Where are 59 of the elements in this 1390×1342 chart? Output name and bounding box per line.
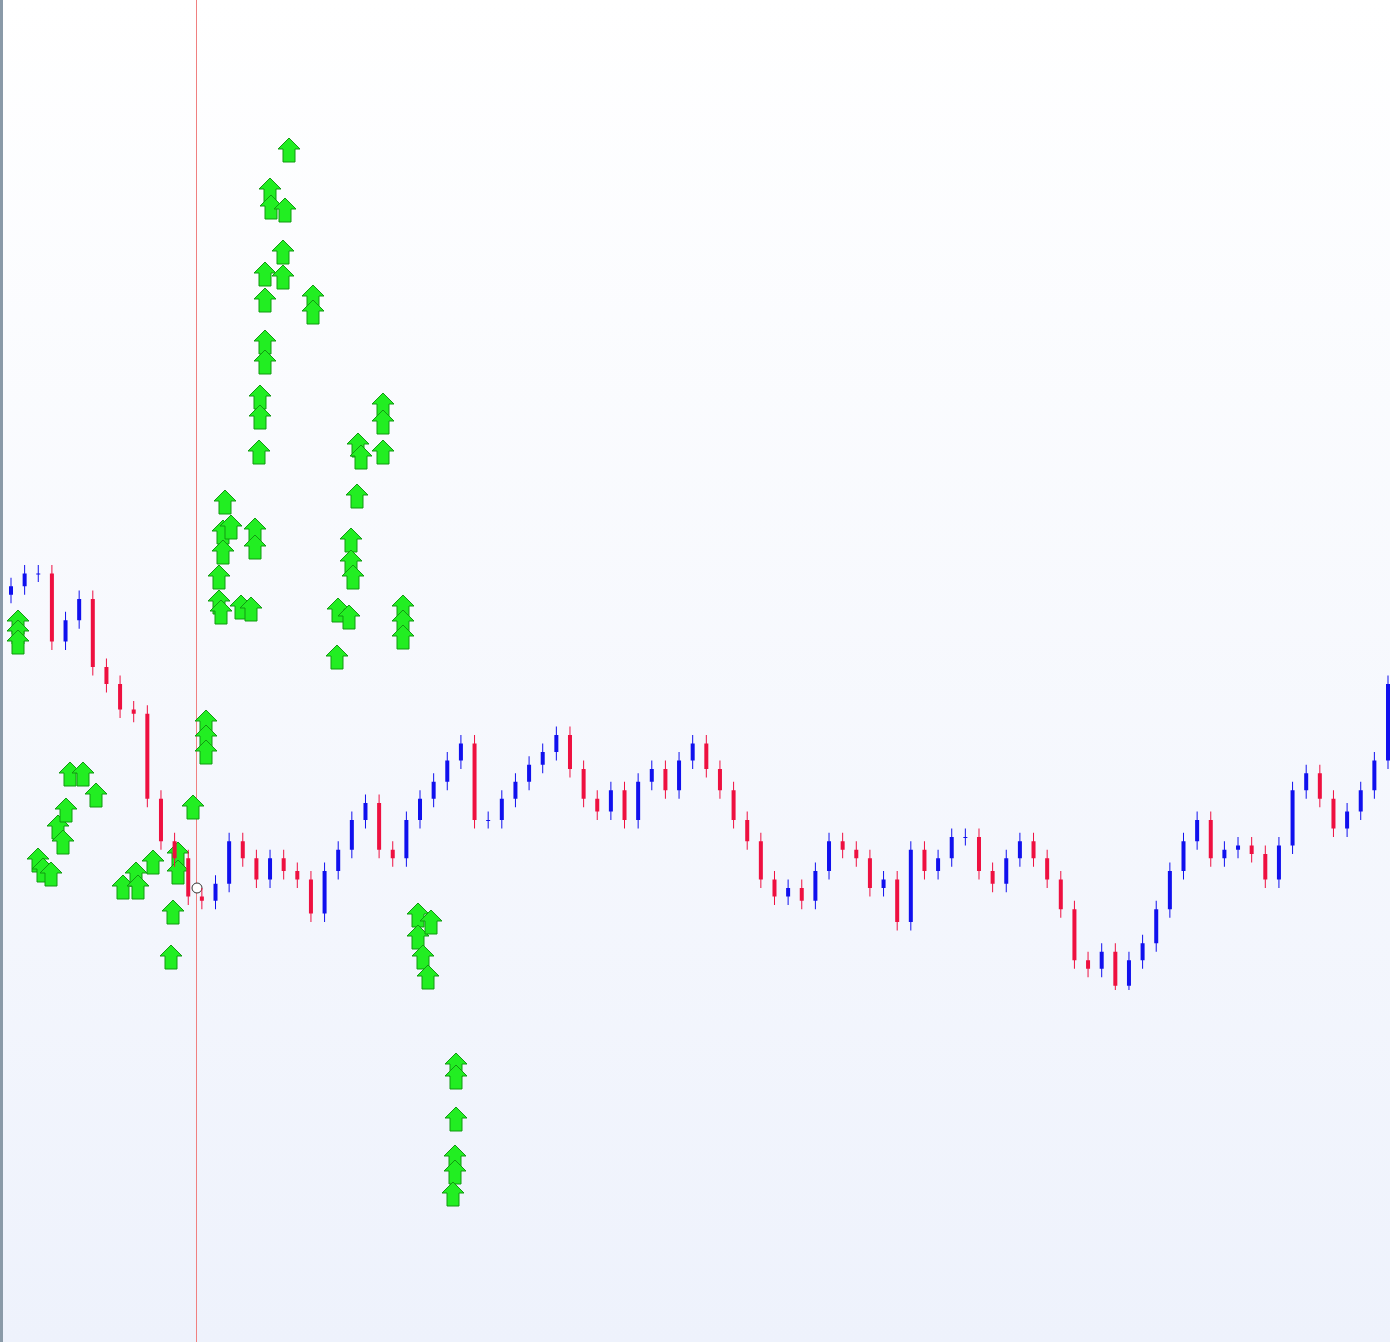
candlestick [77, 590, 82, 630]
candlestick [1045, 849, 1050, 889]
candlestick [949, 828, 954, 868]
candlestick [172, 832, 177, 868]
candlestick [199, 887, 204, 910]
candlestick [499, 789, 504, 829]
candlestick [936, 849, 941, 880]
candlestick [36, 564, 41, 583]
candlestick [390, 840, 395, 868]
candlestick [1249, 836, 1254, 863]
candlestick [690, 734, 695, 770]
candlestick [418, 789, 423, 829]
candlestick [1140, 934, 1145, 970]
candlestick [63, 611, 68, 651]
candlestick [213, 874, 218, 910]
candlestick [1099, 942, 1104, 978]
candlestick [1222, 840, 1227, 868]
candlestick [1236, 836, 1241, 859]
candlestick [608, 781, 613, 821]
candlestick [1345, 802, 1350, 838]
candlestick [649, 760, 654, 791]
candlestick [254, 849, 259, 889]
candlestick [772, 870, 777, 906]
candlestick [9, 577, 13, 604]
candlestick [1195, 811, 1200, 851]
candlestick [104, 658, 109, 693]
candlestick [445, 751, 450, 791]
candlestick [431, 772, 436, 808]
candlestick [1304, 764, 1309, 800]
candlestick [963, 828, 968, 846]
candlestick [1358, 781, 1363, 821]
candlestick [663, 760, 668, 800]
candlestick [1017, 832, 1022, 868]
candlestick [295, 862, 300, 889]
candlestick [840, 832, 845, 859]
candlestick [595, 789, 600, 821]
candlestick [22, 564, 27, 596]
candlestick [1031, 832, 1036, 868]
candlestick [363, 794, 368, 829]
candlestick [131, 700, 136, 723]
candlestick [281, 849, 286, 880]
candlestick [1086, 951, 1091, 978]
candlestick [268, 849, 273, 889]
candlestick [527, 755, 532, 791]
candlestick [854, 840, 859, 868]
candlestick [786, 879, 791, 906]
candlestick [745, 811, 750, 851]
candlestick [336, 840, 341, 880]
candlestick [540, 743, 545, 774]
candlestick [513, 772, 518, 808]
candlestick [922, 840, 927, 880]
candlestick [881, 870, 886, 897]
candlestick [240, 832, 245, 868]
candlestick [458, 734, 463, 770]
candlestick [799, 879, 804, 910]
candlestick [717, 760, 722, 800]
candlestick [554, 726, 559, 761]
candlestick [990, 862, 995, 893]
candlestick [486, 811, 491, 829]
